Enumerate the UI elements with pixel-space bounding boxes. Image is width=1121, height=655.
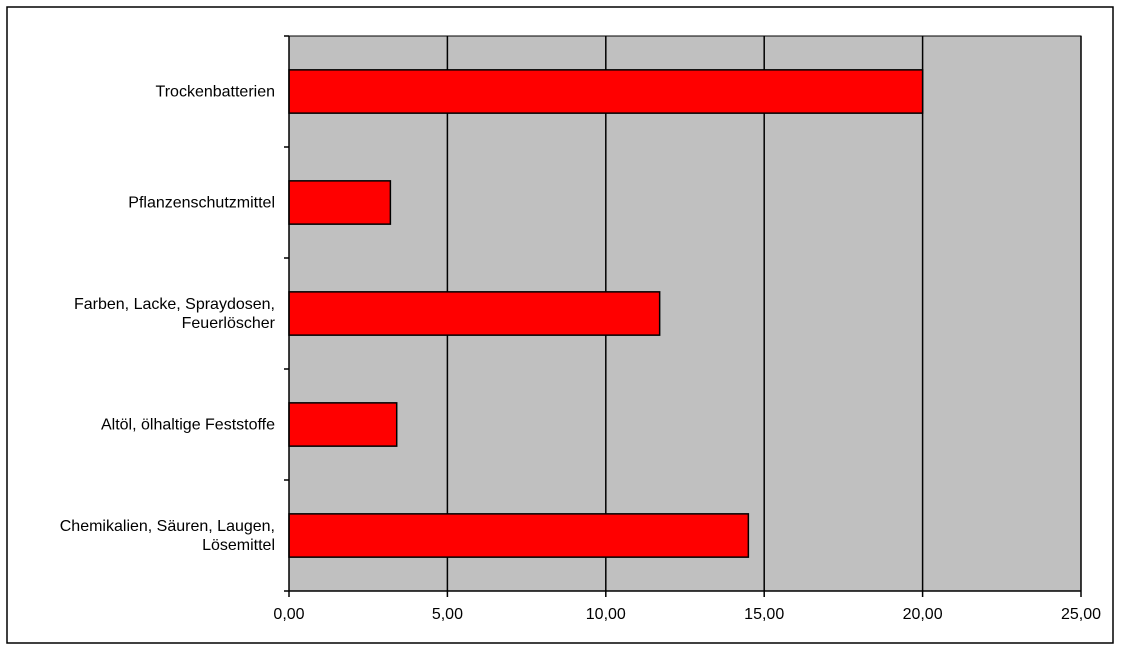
x-tick-label-1: 5,00	[432, 606, 463, 623]
bar-0	[288, 69, 924, 114]
category-label-2: Farben, Lacke, Spraydosen, Feuerlöscher	[74, 296, 276, 332]
category-label-line: Farben, Lacke, Spraydosen,	[74, 296, 275, 313]
x-tick-label-2: 10,00	[586, 606, 626, 623]
category-label-line: Altöl, ölhaltige Feststoffe	[101, 417, 275, 434]
x-tick-label-5: 25,00	[1061, 606, 1101, 623]
category-label-3: Altöl, ölhaltige Feststoffe	[101, 417, 275, 434]
bar-2	[288, 291, 661, 336]
category-label-0: Trockenbatterien	[156, 84, 275, 101]
category-label-4: Chemikalien, Säuren, Laugen, Lösemittel	[60, 518, 275, 554]
bars	[288, 69, 924, 558]
category-label-line: Chemikalien, Säuren, Laugen,	[60, 518, 275, 535]
category-label-line: Lösemittel	[202, 537, 275, 554]
category-label-1: Pflanzenschutzmittel	[128, 195, 275, 212]
bar-3	[288, 402, 398, 447]
bar-1	[288, 180, 392, 225]
x-tick-label-4: 20,00	[903, 606, 943, 623]
category-label-line: Pflanzenschutzmittel	[128, 195, 275, 212]
category-label-line: Feuerlöscher	[182, 315, 276, 332]
category-label-line: Trockenbatterien	[156, 84, 275, 101]
x-tick-label-0: 0,00	[273, 606, 304, 623]
y-axis: Trockenbatterien Pflanzenschutzmittel Farb…	[60, 35, 290, 592]
x-tick-label-3: 15,00	[744, 606, 784, 623]
bar-4	[288, 513, 750, 558]
x-axis: 0,00 5,00 10,00 15,00 20,00 25,00	[273, 590, 1101, 623]
